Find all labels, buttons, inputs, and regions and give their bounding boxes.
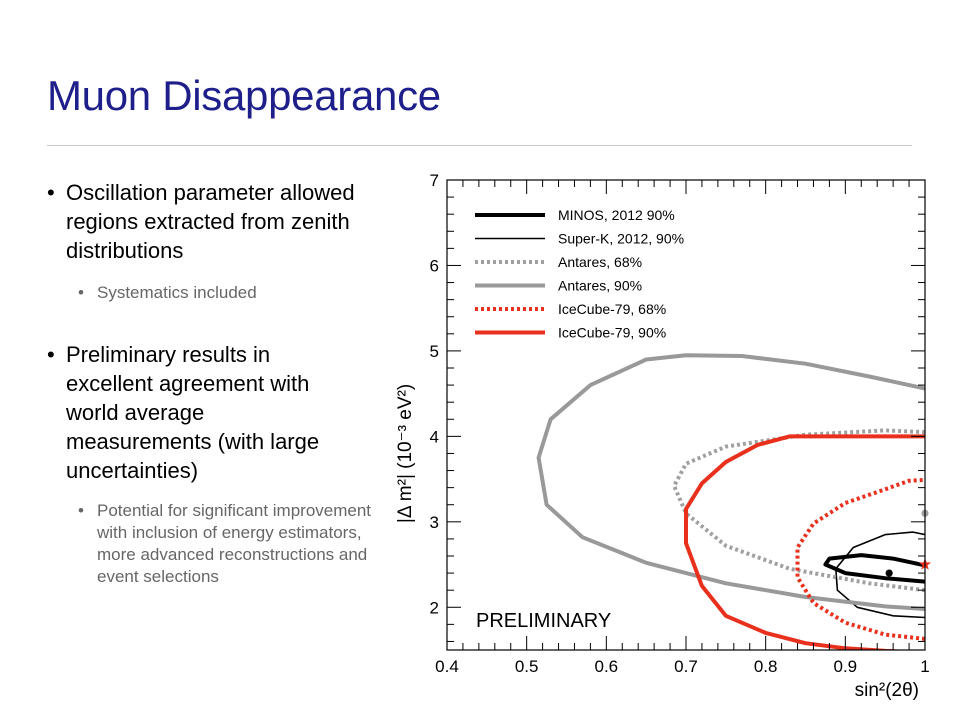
y-tick-label: 3 xyxy=(430,513,439,532)
oscillation-contour-chart: 0.4 0.5 0.6 0.7 0.8 0.9 1 2 3 4 5 6 7 sin²(2θ) |Δ m²| … xyxy=(395,171,932,700)
sub-bullet-item: • Potential for significant improvement … xyxy=(78,500,397,588)
y-axis-title: |Δ m²| (10⁻³ eV²) xyxy=(395,384,416,523)
legend-label-4: IceCube-79, 68% xyxy=(558,301,666,317)
x-tick-label: 0.4 xyxy=(435,657,459,676)
x-tick-label: 0.6 xyxy=(595,657,619,676)
y-tick-label: 6 xyxy=(430,256,439,275)
legend-label-0: MINOS, 2012 90% xyxy=(558,207,675,223)
legend-label-5: IceCube-79, 90% xyxy=(558,325,666,341)
bullet-text: Potential for significant improvement wi… xyxy=(97,501,372,586)
chart-legend: MINOS, 2012 90% Super-K, 2012, 90% Antares… xyxy=(475,207,684,341)
legend-label-3: Antares, 90% xyxy=(558,278,642,294)
legend-label-2: Antares, 68% xyxy=(558,254,642,270)
title-divider xyxy=(47,145,912,146)
bullet-text: Systematics included xyxy=(97,283,257,302)
bullet-glyph: • xyxy=(78,501,84,520)
x-tick-label: 1 xyxy=(920,657,929,676)
legend-label-1: Super-K, 2012, 90% xyxy=(558,231,684,247)
contour-0 xyxy=(823,553,925,584)
x-tick-label: 0.8 xyxy=(754,657,778,676)
bullet-list: • Oscillation parameter allowed regions … xyxy=(47,178,397,588)
y-tick-label: 2 xyxy=(430,598,439,617)
contour-5 xyxy=(684,434,925,650)
bullet-glyph: • xyxy=(47,342,55,367)
slide-title: Muon Disappearance xyxy=(47,72,441,119)
contour-3 xyxy=(536,353,925,611)
bullet-text: Oscillation parameter allowed regions ex… xyxy=(66,180,355,263)
contour-4 xyxy=(795,477,925,641)
y-tick-label: 5 xyxy=(430,342,439,361)
bullet-glyph: • xyxy=(78,283,84,302)
contour-1 xyxy=(835,531,925,619)
bullet-glyph: • xyxy=(47,180,55,205)
x-tick-label: 0.9 xyxy=(834,657,858,676)
y-tick-label: 7 xyxy=(430,171,439,190)
tick-marks xyxy=(446,179,926,650)
bullet-text: Preliminary results in excellent agreeme… xyxy=(66,342,320,483)
best-fit-marker-0 xyxy=(885,569,893,577)
y-tick-label: 4 xyxy=(430,427,439,446)
bullet-item: • Preliminary results in excellent agree… xyxy=(47,340,346,485)
preliminary-annotation: PRELIMINARY xyxy=(476,610,611,632)
x-axis-title: sin²(2θ) xyxy=(855,680,919,700)
bullet-item: • Oscillation parameter allowed regions … xyxy=(47,178,396,265)
sub-bullet-item: • Systematics included xyxy=(78,282,397,304)
contour-2 xyxy=(672,428,925,593)
contour-group xyxy=(536,353,925,650)
x-tick-label: 0.5 xyxy=(515,657,539,676)
x-tick-label: 0.7 xyxy=(674,657,698,676)
